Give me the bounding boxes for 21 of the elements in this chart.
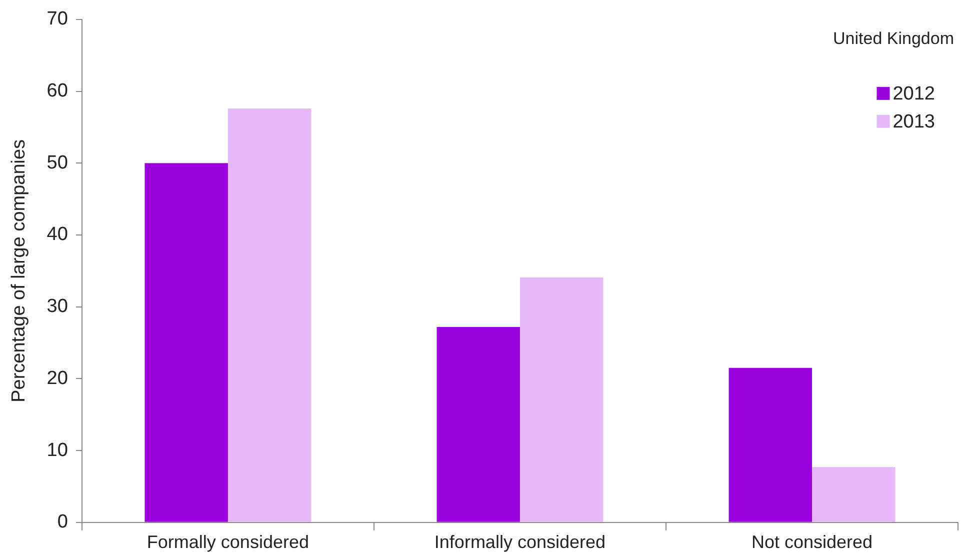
y-tick-label: 0 — [57, 512, 68, 533]
y-axis-title: Percentage of large companies — [8, 139, 30, 402]
bar — [144, 163, 228, 522]
bar — [436, 326, 520, 522]
legend-title: United Kingdom — [833, 29, 954, 48]
y-tick-label: 10 — [46, 440, 68, 461]
bar — [520, 277, 604, 522]
bar — [728, 368, 812, 522]
y-tick-label: 50 — [46, 152, 68, 174]
y-tick-label: 30 — [46, 296, 68, 318]
bar — [228, 108, 312, 522]
x-tick-label: Not considered — [751, 532, 873, 552]
y-tick-label: 20 — [46, 368, 68, 389]
y-tick-label: 60 — [46, 80, 68, 102]
legend-label: 2013 — [892, 112, 936, 133]
legend-label: 2012 — [892, 84, 936, 105]
y-tick-label: 40 — [46, 224, 68, 246]
x-tick-label: Formally considered — [146, 532, 309, 552]
y-tick-label: 70 — [46, 8, 68, 30]
x-tick-label: Informally considered — [434, 532, 606, 552]
bar — [812, 467, 896, 522]
